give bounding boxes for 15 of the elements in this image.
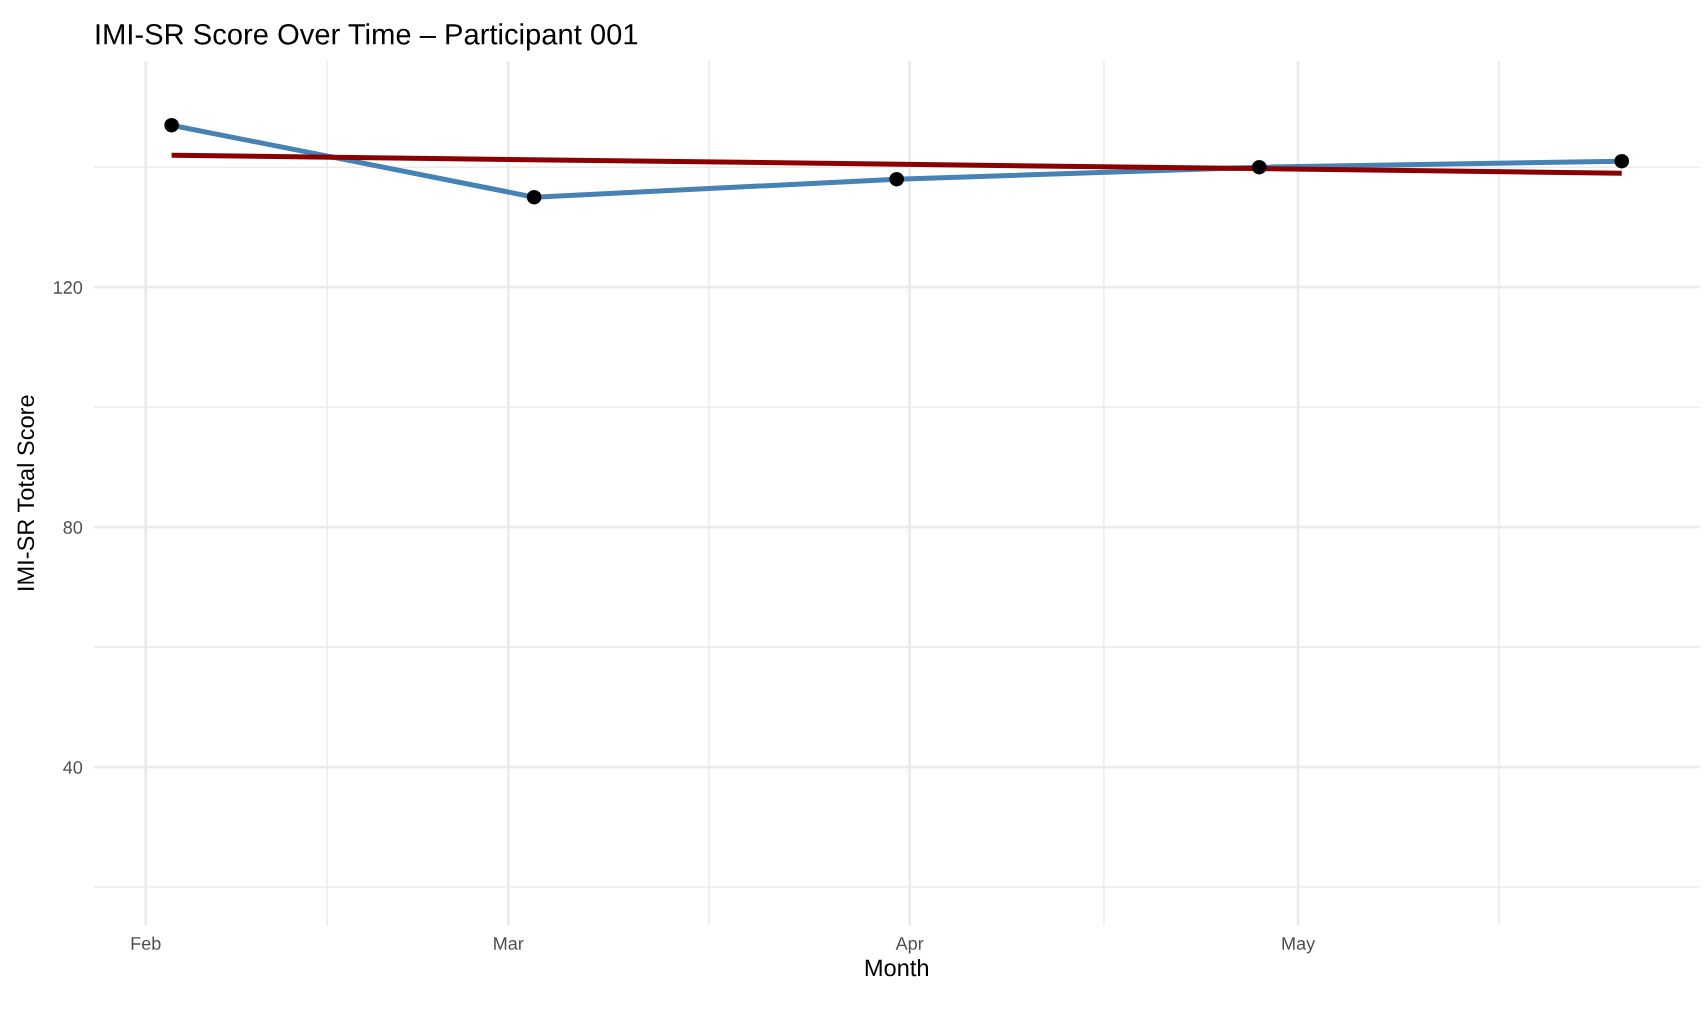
x-tick-label: Apr <box>895 937 924 954</box>
x-tick-label: Feb <box>131 936 161 950</box>
point <box>889 171 904 187</box>
point <box>526 189 542 205</box>
chart-title: IMI-SR Score Over Time – Participant 001 <box>96 23 638 51</box>
x-tick-label: May <box>1282 937 1316 954</box>
x-axis-title: Month <box>865 958 928 977</box>
point <box>1251 159 1267 175</box>
point <box>164 117 179 133</box>
x-tick-label: Mar <box>494 937 524 950</box>
y-tick-label: 40 <box>63 761 83 774</box>
y-axis-title: IMI-SR Total Score <box>16 395 35 590</box>
y-tick-label: 120 <box>54 281 83 294</box>
y-tick-label: 80 <box>63 521 83 534</box>
point <box>1614 153 1630 169</box>
